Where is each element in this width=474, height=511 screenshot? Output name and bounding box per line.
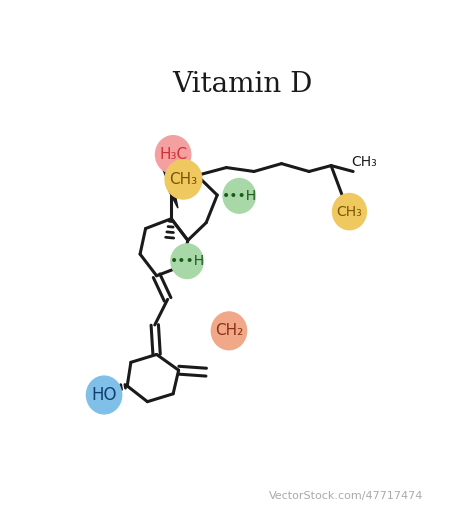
Circle shape: [155, 136, 191, 173]
Text: •••H: •••H: [222, 189, 257, 203]
Text: H₃C: H₃C: [159, 147, 187, 162]
Text: CH₃: CH₃: [169, 172, 198, 187]
Text: VectorStock.com/47717474: VectorStock.com/47717474: [269, 491, 423, 501]
Circle shape: [211, 312, 246, 350]
Text: VectorStock®: VectorStock®: [22, 489, 120, 502]
Circle shape: [165, 159, 202, 199]
Text: Vitamin D: Vitamin D: [173, 72, 313, 99]
Text: CH₃: CH₃: [351, 155, 377, 169]
Text: •••H: •••H: [170, 254, 205, 268]
Circle shape: [171, 244, 203, 278]
Circle shape: [333, 194, 366, 230]
Polygon shape: [169, 188, 178, 208]
Text: CH₃: CH₃: [337, 204, 362, 219]
Circle shape: [86, 376, 122, 414]
Text: HO: HO: [91, 386, 117, 404]
Circle shape: [223, 178, 255, 213]
Text: CH₂: CH₂: [215, 323, 243, 338]
